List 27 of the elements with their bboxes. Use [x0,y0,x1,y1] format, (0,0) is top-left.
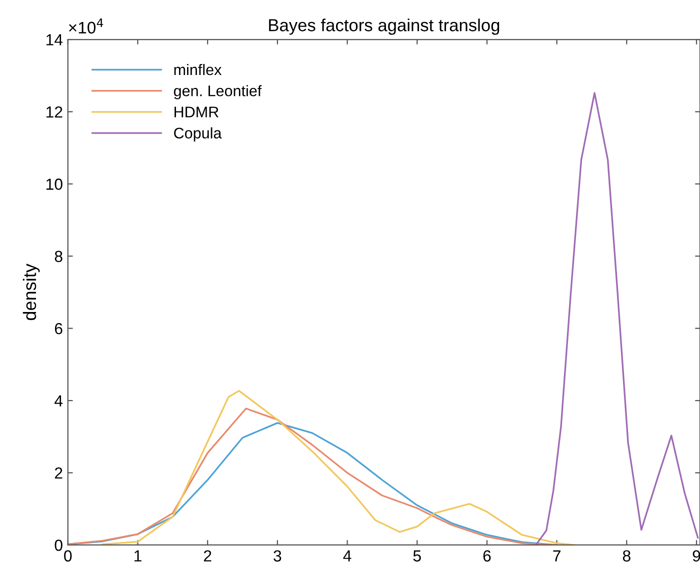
x-tick-label: 2 [204,550,212,562]
x-tick-label: 4 [343,550,352,562]
text: ×10$^{4}$ [69,18,104,34]
x-tick-label: 1 [134,550,142,562]
x-tick-label: 6 [483,550,491,562]
y-axis-title: density [22,264,40,320]
y-tick-label: 14 [46,34,63,46]
legend-label: gen. Leontief [174,85,262,100]
x-tick-label: 3 [274,550,282,562]
y-tick-label: 8 [54,250,62,262]
y-tick-label: 2 [54,467,62,479]
x-tick-label: 0 [64,550,72,562]
x-tick-label: 7 [553,550,560,562]
y-tick-label: 12 [46,106,62,118]
y-tick-label: 6 [54,322,62,334]
line-series [102,390,576,545]
x-tick-label: 9 [692,550,700,562]
y-tick-label: 10 [46,178,62,190]
x-tick-label: 5 [413,550,421,562]
y-tick-label: 0 [54,540,62,551]
chart-title: Bayes factors against translog [269,18,500,35]
legend-label: minflex [174,64,222,76]
legend-label: Copula [174,127,222,142]
x-tick-label: 8 [622,550,630,562]
legend-label: HDMR [174,106,218,118]
y-tick-label: 4 [54,395,63,406]
line-series [535,92,699,545]
